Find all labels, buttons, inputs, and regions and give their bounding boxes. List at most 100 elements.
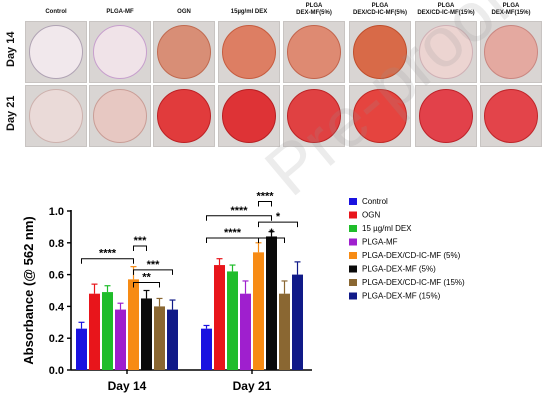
legend-swatch xyxy=(349,238,357,246)
culture-well xyxy=(153,85,215,147)
culture-well xyxy=(349,21,411,83)
column-label: PLGA DEX/CD-IC-MF(5%) xyxy=(353,3,407,16)
significance-bracket xyxy=(81,258,134,264)
bar-day-14-series-3 xyxy=(115,309,126,370)
well-plate-image-panel: Control PLGA-MF OGN 15µg/ml DEX PLGA DEX-MF(… xyxy=(0,0,554,160)
bar-day-14-series-7 xyxy=(167,309,178,370)
stained-well-surface xyxy=(419,25,473,79)
significance-label: * xyxy=(276,211,281,223)
bar-day-21-series-3 xyxy=(240,293,251,370)
culture-well xyxy=(283,85,345,147)
culture-well xyxy=(89,21,151,83)
y-tick-label: 1.0 xyxy=(49,206,64,218)
legend-swatch xyxy=(349,211,357,219)
stained-well-surface xyxy=(353,25,407,79)
legend-label: OGN xyxy=(362,211,380,220)
legend-label: 15 µg/ml DEX xyxy=(362,224,412,233)
y-tick-label: 0.6 xyxy=(49,270,64,282)
legend-label: PLGA-MF xyxy=(362,238,398,247)
culture-well xyxy=(25,21,87,83)
legend-swatch xyxy=(349,279,357,286)
row-label: Day 14 xyxy=(5,31,17,67)
stained-well-surface xyxy=(222,89,276,143)
stained-well-surface xyxy=(93,89,147,143)
stained-well-surface xyxy=(157,25,211,79)
culture-well xyxy=(283,21,345,83)
culture-well xyxy=(89,85,151,147)
significance-label: **** xyxy=(224,227,242,239)
culture-well xyxy=(153,21,215,83)
culture-well xyxy=(218,85,280,147)
y-tick-label: 0.8 xyxy=(49,238,64,250)
significance-label: ** xyxy=(142,272,151,284)
stained-well-surface xyxy=(93,25,147,79)
significance-label: **** xyxy=(256,190,274,202)
culture-well xyxy=(25,85,87,147)
significance-label: **** xyxy=(99,248,117,260)
absorbance-bar-chart: 0.0 0.2 0.4 0.6 0.8 1.0 Absorbance (@ 562 nm) D… xyxy=(21,190,465,393)
column-label: PLGA DEX-MF(5%) xyxy=(296,3,332,16)
significance-bracket xyxy=(206,215,272,221)
legend-label: PLGA-DEX/CD-IC-MF (5%) xyxy=(362,251,461,260)
column-label: PLGA-MF xyxy=(106,9,134,15)
legend-swatch xyxy=(349,225,357,232)
significance-label: *** xyxy=(147,259,161,271)
significance-bracket xyxy=(133,269,173,275)
legend-label: PLGA-DEX/CD-IC-MF (15%) xyxy=(362,278,465,287)
significance-bracket xyxy=(258,221,298,228)
legend-label: Control xyxy=(362,197,388,206)
culture-well xyxy=(415,21,477,83)
x-category-label: Day 21 xyxy=(233,379,272,393)
legend-swatch xyxy=(349,252,357,259)
bar-day-14-series-1 xyxy=(89,293,100,370)
stained-well-surface xyxy=(287,89,341,143)
legend-swatch xyxy=(349,265,357,273)
y-axis-label: Absorbance (@ 562 nm) xyxy=(21,216,36,365)
bar-day-21-series-7 xyxy=(292,274,303,370)
culture-well xyxy=(415,85,477,147)
stained-well-surface xyxy=(353,89,407,143)
culture-well xyxy=(349,85,411,147)
y-tick-label: 0.2 xyxy=(49,333,64,345)
significance-bracket xyxy=(258,237,285,244)
column-label: PLGA DEX/CD-IC-MF(15%) xyxy=(417,3,475,16)
significance-bracket xyxy=(258,200,272,207)
stained-well-surface xyxy=(419,89,473,143)
bar-day-14-series-2 xyxy=(102,292,113,370)
bar-day-21-series-1 xyxy=(214,265,225,370)
y-tick-label: 0.0 xyxy=(49,365,64,377)
column-label: Control xyxy=(45,9,67,15)
culture-well xyxy=(218,21,280,83)
row-label: Day 21 xyxy=(5,95,17,131)
column-label: PLGA DEX-MF(15%) xyxy=(491,3,531,16)
bar-day-14-series-5 xyxy=(141,298,152,370)
y-tick-label: 0.4 xyxy=(49,301,65,313)
significance-bracket xyxy=(133,245,147,251)
column-label: OGN xyxy=(177,9,191,15)
bar-day-14-series-6 xyxy=(154,306,165,370)
bar-day-21-series-2 xyxy=(227,271,238,370)
significance-bracket xyxy=(133,282,160,288)
stained-well-surface xyxy=(287,25,341,79)
legend-label: PLGA-DEX-MF (5%) xyxy=(362,265,436,274)
bar-day-21-series-4 xyxy=(253,252,264,370)
significance-label: *** xyxy=(134,235,148,247)
bar-day-14-series-4 xyxy=(128,279,139,370)
bar-day-14-series-0 xyxy=(76,328,87,370)
culture-well xyxy=(480,21,542,83)
stained-well-surface xyxy=(157,89,211,143)
culture-well xyxy=(480,85,542,147)
legend-swatch xyxy=(349,292,357,300)
bar-day-21-series-5 xyxy=(266,236,277,370)
stained-well-surface xyxy=(222,25,276,79)
x-category-label: Day 14 xyxy=(108,379,147,393)
stained-well-surface xyxy=(29,25,83,79)
significance-label: **** xyxy=(230,205,248,217)
stained-well-surface xyxy=(484,25,538,79)
bar-day-21-series-0 xyxy=(201,328,212,370)
significance-label: * xyxy=(269,227,274,239)
legend-swatch xyxy=(349,198,357,205)
column-label: 15µg/ml DEX xyxy=(230,9,268,15)
stained-well-surface xyxy=(29,89,83,143)
stained-well-surface xyxy=(484,89,538,143)
